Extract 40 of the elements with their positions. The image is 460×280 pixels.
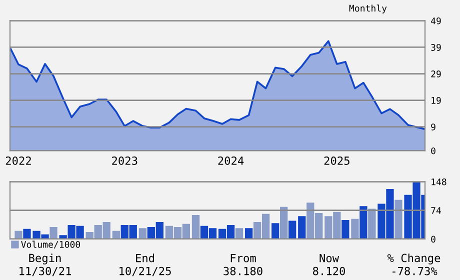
- bar: [360, 206, 368, 239]
- y-tick-label: 0: [431, 236, 436, 243]
- x-tick-label: 2023: [112, 156, 138, 165]
- bar: [244, 228, 253, 239]
- bar: [235, 228, 244, 239]
- bar: [298, 216, 306, 239]
- bar: [351, 218, 359, 239]
- bar: [342, 220, 350, 239]
- y-tick-label: 9: [431, 124, 436, 130]
- text: 8.120: [312, 266, 346, 276]
- text: 11/30/21: [20, 266, 72, 276]
- bar: [50, 227, 58, 239]
- text: Now: [320, 254, 340, 262]
- text: % Change: [387, 254, 440, 264]
- text: 38.180: [224, 266, 262, 276]
- bar: [280, 206, 288, 239]
- text: -78.73%: [392, 266, 438, 276]
- text: From: [230, 254, 256, 262]
- y-tick-label: 49: [431, 17, 441, 24]
- bar: [394, 200, 402, 239]
- y-tick-label: 29: [431, 70, 441, 78]
- text: Begin: [29, 254, 61, 264]
- text: End: [136, 254, 154, 262]
- bar: [112, 230, 120, 239]
- y-tick-label: 0: [431, 147, 436, 154]
- text: Monthly: [349, 4, 387, 14]
- x-tick-label: 2025: [324, 156, 350, 165]
- y-tick-label: 19: [432, 97, 441, 104]
- bar: [288, 220, 296, 239]
- y-tick-label: 74: [431, 207, 441, 214]
- y-tick-label: 39: [431, 44, 441, 51]
- y-tick-label: 148: [432, 178, 446, 186]
- bar: [138, 228, 146, 239]
- x-tick-label: 2022: [6, 156, 31, 165]
- legend-label: Volume/1000: [21, 240, 80, 249]
- bar: [272, 223, 280, 239]
- bar: [192, 214, 200, 239]
- x-tick-label: 2024: [218, 156, 244, 165]
- text: 10/21/25: [120, 266, 171, 276]
- bar: [368, 208, 376, 239]
